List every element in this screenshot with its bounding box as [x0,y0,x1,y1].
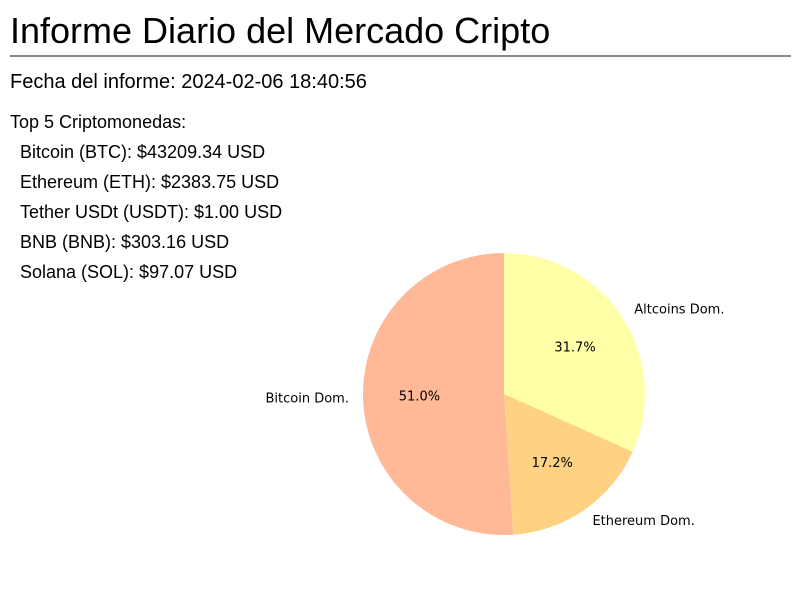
report-date: Fecha del informe: 2024-02-06 18:40:56 [10,71,367,93]
coin-item-eth: Ethereum (ETH): $2383.75 USD [20,172,280,192]
pie-category-labels: Altcoins Dom. Ethereum Dom. Bitcoin Dom. [266,302,725,529]
pie-category-label-bitcoin-dom: Bitcoin Dom. [266,392,349,407]
pie-slice-altcoins-dom [504,253,645,452]
pie-percent-label-altcoins-dom: 31.7% [554,341,595,356]
coin-item-sol: Solana (SOL): $97.07 USD [20,262,238,282]
pie-category-label-altcoins-dom: Altcoins Dom. [634,302,724,317]
title-divider [10,55,791,57]
pie-slices [362,253,645,535]
coin-item-btc: Bitcoin (BTC): $43209.34 USD [20,142,266,162]
pie-slice-bitcoin-dom [362,253,514,535]
pie-percent-labels: 31.7% 17.2% 51.0% [399,341,596,471]
pie-category-label-ethereum-dom: Ethereum Dom. [592,514,694,529]
page-title: Informe Diario del Mercado Cripto [10,10,551,51]
coin-item-usdt: Tether USDt (USDT): $1.00 USD [20,202,283,222]
pie-slice-ethereum-dom [504,394,633,535]
pie-percent-label-ethereum-dom: 17.2% [532,456,573,471]
top-coins-list: Bitcoin (BTC): $43209.34 USD Ethereum (E… [20,141,282,291]
top-coins-heading: Top 5 Criptomonedas: [10,112,187,132]
pie-percent-label-bitcoin-dom: 51.0% [399,389,440,404]
coin-item-bnb: BNB (BNB): $303.16 USD [20,232,230,252]
